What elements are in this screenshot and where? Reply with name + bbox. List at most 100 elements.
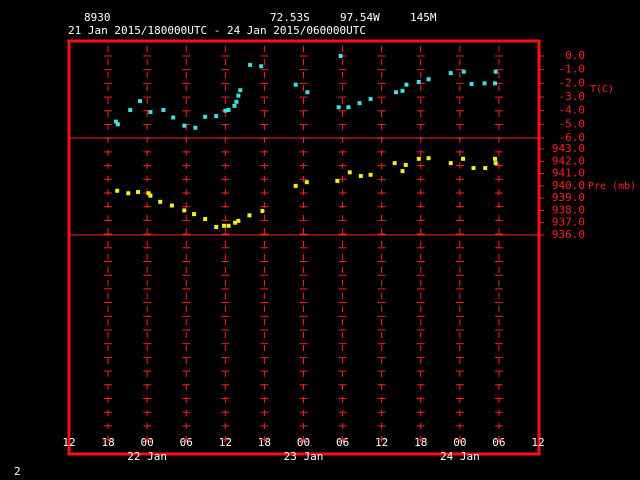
data-point	[226, 107, 231, 112]
y-tick-label: -2.0	[559, 76, 586, 89]
data-point	[346, 105, 351, 110]
data-point	[203, 217, 208, 222]
data-point	[368, 97, 373, 102]
data-point	[471, 166, 476, 171]
data-point	[223, 108, 228, 113]
data-point	[148, 193, 153, 198]
data-point	[448, 161, 453, 166]
data-point	[158, 199, 163, 204]
data-point	[400, 169, 405, 174]
y-axis-label: T(C)	[590, 84, 614, 95]
data-point	[400, 88, 405, 93]
data-point	[214, 114, 219, 119]
data-point	[182, 123, 187, 128]
data-point	[146, 191, 151, 196]
data-point	[232, 103, 237, 108]
data-point	[426, 77, 431, 82]
data-point	[416, 79, 421, 84]
data-point	[115, 188, 120, 193]
day-label: 24 Jan	[440, 450, 480, 463]
day-label: 22 Jan	[127, 450, 167, 463]
station-id: 8930	[84, 11, 111, 24]
y-tick-label: 938.0	[552, 203, 585, 216]
frame	[67, 39, 541, 456]
data-point	[248, 62, 253, 67]
data-point	[448, 71, 453, 76]
data-point	[335, 178, 340, 183]
y-tick-label: 940.0	[552, 179, 585, 192]
data-point	[171, 115, 176, 120]
y-tick-label: 941.0	[552, 167, 585, 180]
data-point	[148, 110, 153, 115]
y-tick-label: -6.0	[559, 131, 586, 144]
y-tick-label: 943.0	[552, 142, 585, 155]
data-point	[338, 54, 343, 58]
data-point	[493, 156, 498, 161]
data-point	[238, 88, 243, 93]
period: 21 Jan 2015/180000UTC - 24 Jan 2015/0600…	[68, 24, 366, 37]
data-point	[128, 107, 133, 112]
y-axis-label: Pre (mb)	[588, 181, 636, 192]
data-point	[357, 101, 362, 106]
data-point	[482, 81, 487, 86]
data-point	[393, 90, 398, 95]
data-point	[247, 213, 252, 218]
data-point	[404, 82, 409, 87]
longitude: 97.54W	[340, 11, 380, 24]
data-point	[222, 223, 227, 228]
data-point	[493, 81, 498, 86]
data-point	[236, 93, 241, 98]
y-tick-label: 0.0	[565, 49, 585, 62]
y-tick-label: 937.0	[552, 216, 585, 229]
x-tick-label: 12	[531, 436, 544, 449]
y-tick-label: -3.0	[559, 90, 586, 103]
y-tick-label: -1.0	[559, 63, 586, 76]
data-point	[138, 99, 143, 104]
data-point	[416, 156, 421, 161]
y-tick-label: -5.0	[559, 117, 586, 130]
data-point	[403, 162, 408, 167]
data-point	[169, 203, 174, 208]
data-point	[115, 122, 120, 127]
y-tick-label: 942.0	[552, 154, 585, 167]
data-point	[461, 69, 466, 74]
data-point	[226, 223, 231, 228]
data-point	[113, 119, 118, 124]
data-point	[392, 161, 397, 166]
data-point	[234, 99, 239, 104]
data-point	[469, 82, 474, 87]
data-point	[305, 90, 310, 95]
data-point	[214, 225, 219, 230]
day-label: 23 Jan	[284, 450, 324, 463]
data-point	[192, 212, 197, 217]
data-point	[236, 218, 241, 223]
data-point	[461, 156, 466, 161]
data-point	[336, 105, 341, 110]
elevation: 145M	[410, 11, 437, 24]
page-number: 2	[14, 465, 21, 478]
x-tick-label: 12	[62, 436, 75, 449]
y-tick-label: 939.0	[552, 191, 585, 204]
data-point	[136, 190, 141, 194]
data-point	[304, 180, 309, 185]
y-tick-label: 936.0	[552, 228, 585, 241]
data-point	[493, 161, 498, 166]
data-point	[493, 69, 498, 74]
data-point	[426, 156, 431, 161]
data-point	[126, 191, 131, 196]
data-point	[259, 64, 264, 69]
latitude: 72.53S	[270, 11, 310, 24]
data-point	[193, 125, 198, 130]
data-point	[347, 170, 352, 175]
y-tick-label: -4.0	[559, 104, 586, 117]
data-point	[368, 172, 373, 177]
data-point	[233, 220, 238, 225]
data-point	[182, 208, 187, 213]
data-point	[203, 114, 208, 119]
data-point	[260, 209, 265, 214]
data-point	[483, 166, 488, 171]
data-point	[358, 174, 363, 179]
data-point	[293, 82, 298, 87]
data-point	[161, 107, 166, 112]
